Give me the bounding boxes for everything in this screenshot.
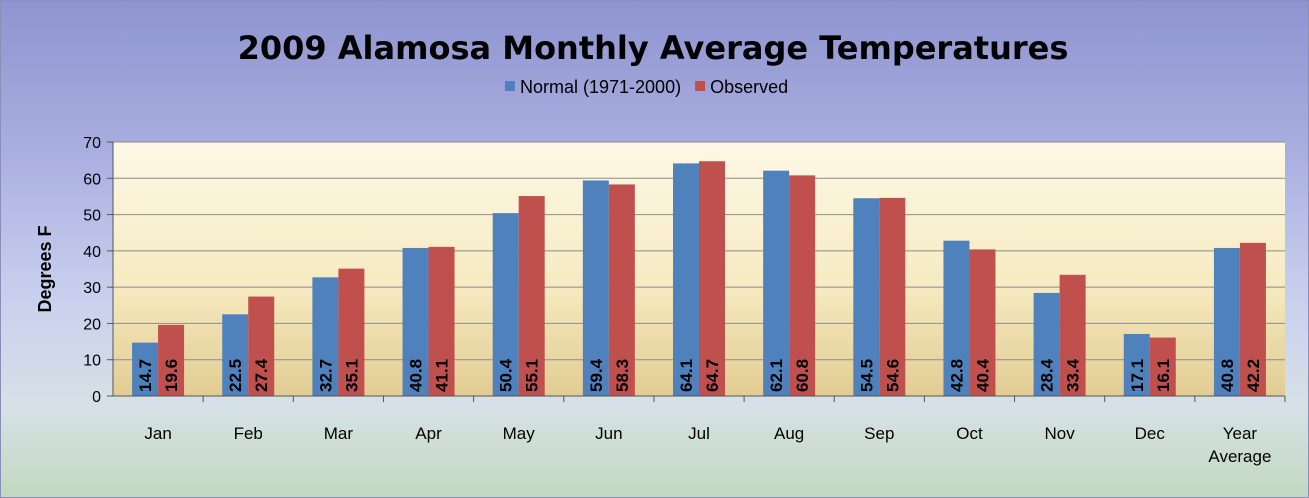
data-label: 50.4 [497, 358, 516, 392]
bar-observed [608, 184, 635, 396]
data-label: 22.5 [226, 359, 245, 392]
data-label: 17.1 [1128, 359, 1147, 392]
y-tick-label: 0 [92, 389, 101, 406]
bar-observed [428, 246, 455, 396]
data-label: 54.6 [883, 359, 902, 392]
x-tick-label: Jul [688, 424, 710, 443]
bar-observed [338, 268, 365, 396]
data-label: 62.1 [767, 359, 786, 392]
x-tick-label: Dec [1135, 424, 1166, 443]
bar-normal [763, 170, 790, 396]
legend-swatch [505, 81, 515, 91]
data-label: 35.1 [342, 359, 361, 392]
axes: 0 10 20 30 40 50 60 70 Jan Feb Mar Apr May Jun Jul Aug S… [83, 135, 1286, 466]
data-label: 59.4 [587, 358, 606, 392]
bar-normal [312, 277, 339, 396]
chart-title: 2009 Alamosa Monthly Average Temperature… [238, 29, 1069, 67]
bar-observed [699, 161, 725, 396]
data-label: 64.1 [677, 359, 696, 392]
bar-normal [1033, 292, 1060, 396]
bar-observed [158, 324, 185, 396]
bar-observed [248, 296, 275, 396]
y-axis-label: Degrees F [35, 225, 55, 312]
data-label: 28.4 [1038, 358, 1057, 392]
x-tick-label: Oct [956, 424, 983, 443]
data-label: 42.8 [947, 359, 966, 392]
data-label: 16.1 [1154, 359, 1173, 392]
bar-normal [492, 213, 519, 396]
x-tick-label: Apr [415, 424, 442, 443]
bars: 14.7 19.6 22.5 27.4 32.7 35.1 40.8 41.1 50.4 55.1… [132, 161, 1266, 396]
data-label: 33.4 [1064, 358, 1083, 392]
bar-observed [789, 175, 816, 396]
bar-normal [132, 342, 159, 396]
legend-label: Observed [710, 77, 788, 97]
legend-swatch [695, 81, 706, 91]
y-tick-label: 60 [83, 171, 101, 188]
y-tick-label: 20 [83, 316, 101, 333]
y-tick-label: 10 [83, 353, 101, 370]
bar-normal [943, 240, 970, 396]
data-label: 64.7 [703, 359, 722, 392]
bar-observed [969, 249, 996, 396]
bar-observed [879, 197, 906, 396]
data-label: 55.1 [523, 359, 542, 392]
y-tick-label: 30 [83, 280, 101, 297]
data-label: 58.3 [613, 359, 632, 392]
bar-observed [518, 196, 545, 396]
data-label: 40.4 [973, 358, 992, 392]
y-tick-label: 70 [83, 135, 101, 152]
x-tick-label: Jun [595, 424, 622, 443]
data-label: 19.6 [162, 359, 181, 392]
bar-normal [673, 163, 699, 396]
x-tick-label: Feb [234, 424, 263, 443]
bar-normal [1213, 247, 1240, 396]
bar-normal [1123, 333, 1150, 396]
y-tick-label: 50 [83, 208, 101, 225]
data-label: 40.8 [1218, 359, 1237, 392]
y-tick-label: 40 [83, 244, 101, 261]
bar-normal [582, 180, 609, 396]
bar-observed [1239, 242, 1266, 396]
data-label: 54.5 [857, 359, 876, 392]
legend-label: Normal (1971-2000) [520, 77, 681, 97]
bar-observed [1149, 337, 1176, 396]
x-tick-label: May [503, 424, 536, 443]
x-tick-label: Nov [1044, 424, 1075, 443]
x-tick-label: Jan [144, 424, 171, 443]
data-label: 60.8 [793, 359, 812, 392]
x-tick-label: Year [1223, 424, 1258, 443]
x-tick-label: Aug [774, 424, 804, 443]
bar-normal [222, 314, 249, 396]
data-label: 41.1 [433, 359, 452, 392]
bar-normal [853, 198, 880, 396]
x-tick-label: Sep [864, 424, 894, 443]
data-label: 27.4 [252, 358, 271, 392]
legend: Normal (1971-2000) Observed [505, 77, 788, 97]
data-label: 40.8 [407, 359, 426, 392]
bar-normal [402, 247, 429, 396]
data-label: 32.7 [316, 359, 335, 392]
bar-observed [1059, 274, 1086, 396]
x-tick-label: Mar [324, 424, 354, 443]
data-label: 14.7 [136, 359, 155, 392]
x-tick-label: Average [1208, 447, 1271, 466]
data-label: 42.2 [1244, 359, 1263, 392]
